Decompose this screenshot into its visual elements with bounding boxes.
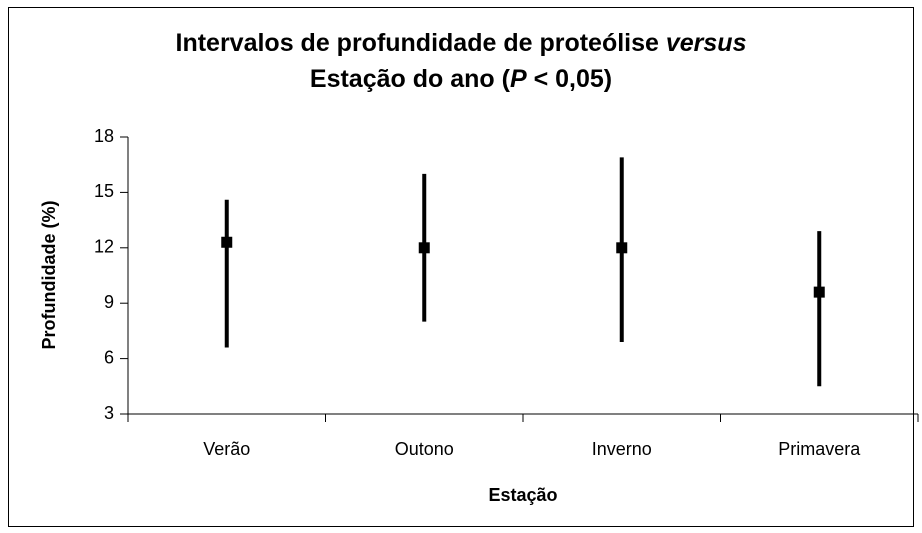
mean-marker [418, 242, 430, 254]
chart-title: Estação do ano (P < 0,05) [310, 65, 612, 93]
x-tick-label: Inverno [592, 439, 652, 459]
title-run: versus [666, 29, 747, 57]
x-tick-label: Verão [203, 439, 250, 459]
y-tick-label: 15 [94, 181, 114, 201]
title-run: Estação do ano ( [310, 65, 511, 93]
y-tick-label: 9 [104, 292, 114, 312]
chart-border [8, 7, 914, 527]
chart-title: Intervalos de profundidade de proteólise… [176, 29, 747, 57]
y-tick-label: 12 [94, 237, 114, 257]
y-axis-label: Profundidade (%) [39, 201, 59, 350]
x-axis-label: Estação [488, 485, 557, 505]
mean-marker [221, 236, 233, 248]
mean-marker [616, 242, 628, 254]
mean-marker [813, 286, 825, 298]
title-run: P [510, 65, 527, 93]
x-tick-label: Outono [395, 439, 454, 459]
y-tick-label: 6 [104, 347, 114, 367]
title-run: Intervalos de profundidade de proteólise [176, 29, 666, 57]
title-run: < 0,05) [527, 65, 612, 93]
y-tick-label: 18 [94, 126, 114, 146]
y-tick-label: 3 [104, 403, 114, 423]
x-tick-label: Primavera [778, 439, 861, 459]
